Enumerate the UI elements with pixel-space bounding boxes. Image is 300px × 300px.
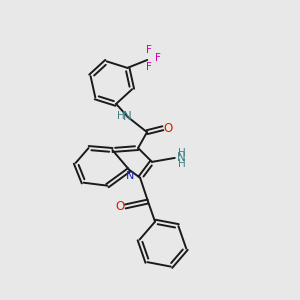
Text: N: N	[177, 152, 186, 164]
Text: N: N	[126, 171, 134, 181]
Text: H: H	[178, 159, 186, 169]
Text: F: F	[155, 53, 161, 63]
Text: F: F	[146, 45, 152, 55]
Text: H: H	[178, 148, 186, 158]
Text: H: H	[117, 111, 125, 121]
Text: N: N	[123, 110, 132, 123]
Text: O: O	[116, 200, 125, 213]
Text: F: F	[146, 62, 152, 72]
Text: O: O	[163, 122, 172, 135]
